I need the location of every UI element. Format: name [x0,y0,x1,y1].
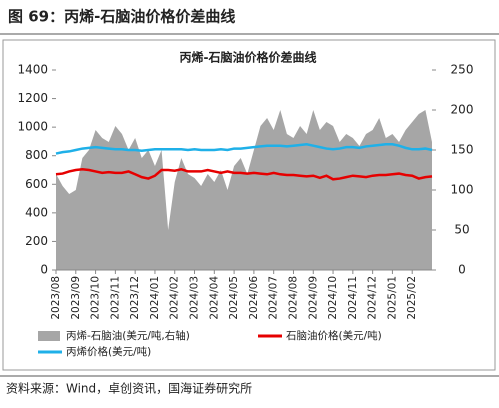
x-tick-label: 2024/03 [189,276,201,320]
y2-tick-label: 100 [451,183,474,197]
x-tick-label: 2024/08 [287,276,299,320]
chart-title: 丙烯-石脑油价格价差曲线 [180,50,317,65]
x-tick-label: 2024/11 [347,276,359,320]
x-tick-label: 2023/09 [70,276,82,320]
spread-area [56,110,432,270]
x-tick-label: 2024/09 [307,276,319,320]
y2-tick-label: 250 [451,63,474,77]
y2-tick-label: 0 [458,263,466,277]
x-tick-label: 2024/02 [169,276,181,320]
x-tick-label: 2024/07 [268,276,280,320]
x-tick-label: 2024/12 [367,276,379,320]
y-tick-label: 1000 [17,120,48,134]
y-tick-label: 0 [40,263,48,277]
x-tick-label: 2025/01 [386,276,398,320]
y-tick-label: 600 [25,177,48,191]
chart-frame [2,39,496,371]
price-line [55,167,433,181]
y2-tick-label: 50 [454,223,469,237]
y-tick-label: 400 [25,205,48,219]
x-tick-label: 2024/05 [228,276,240,320]
x-tick-label: 2024/01 [149,276,161,320]
legend-label: 石脑油价格(美元/吨) [286,329,382,342]
y2-tick-label: 150 [451,143,474,157]
source: 资料来源：Wind，卓创资讯，国海证券研究所 [6,381,252,396]
price-line [55,143,433,155]
x-tick-label: 2024/04 [208,276,220,320]
x-tick-label: 2023/12 [129,276,141,320]
x-tick-label: 2023/11 [109,276,121,320]
figure-title: 图 69：丙烯-石脑油价格价差曲线 [8,8,235,26]
x-tick-label: 2025/02 [406,276,418,320]
legend-label: 丙烯-石脑油(美元/吨,右轴) [66,329,190,342]
y-tick-label: 200 [25,234,48,248]
y-tick-label: 800 [25,148,48,162]
legend-swatch [38,331,60,341]
y-tick-label: 1200 [17,91,48,105]
y2-tick-label: 200 [451,103,474,117]
x-tick-label: 2024/06 [248,276,260,320]
legend-label: 丙烯价格(美元/吨) [66,345,151,358]
x-tick-label: 2024/10 [327,276,339,320]
x-tick-label: 2023/08 [50,276,62,320]
y-tick-label: 1400 [17,63,48,77]
x-tick-label: 2023/10 [90,276,102,320]
